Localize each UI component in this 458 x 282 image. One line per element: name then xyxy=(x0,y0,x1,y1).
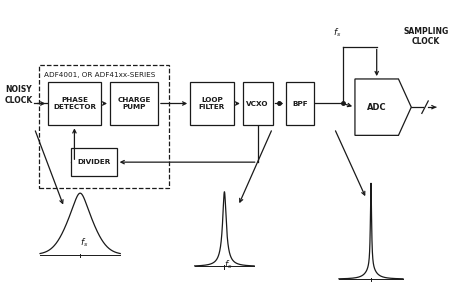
Text: VCXO: VCXO xyxy=(246,101,269,107)
Text: LOOP
FILTER: LOOP FILTER xyxy=(199,97,225,110)
FancyBboxPatch shape xyxy=(48,82,101,125)
Text: $f_s$: $f_s$ xyxy=(333,27,341,39)
FancyBboxPatch shape xyxy=(110,82,158,125)
Text: BPF: BPF xyxy=(292,101,308,107)
Text: CHARGE
PUMP: CHARGE PUMP xyxy=(117,97,151,110)
FancyBboxPatch shape xyxy=(243,82,273,125)
FancyBboxPatch shape xyxy=(286,82,314,125)
Text: ADF4001, OR ADF41xx-SERIES: ADF4001, OR ADF41xx-SERIES xyxy=(44,72,155,78)
FancyBboxPatch shape xyxy=(71,148,117,176)
Text: DIVIDER: DIVIDER xyxy=(77,159,110,165)
Text: NOISY
CLOCK: NOISY CLOCK xyxy=(5,85,33,105)
Text: ADC: ADC xyxy=(367,103,387,112)
Text: $f_s$: $f_s$ xyxy=(80,236,88,248)
Polygon shape xyxy=(355,79,411,135)
Text: $f_s$: $f_s$ xyxy=(224,259,232,271)
Text: SAMPLING
CLOCK: SAMPLING CLOCK xyxy=(403,27,448,46)
FancyBboxPatch shape xyxy=(190,82,234,125)
Text: PHASE
DETECTOR: PHASE DETECTOR xyxy=(53,97,96,110)
